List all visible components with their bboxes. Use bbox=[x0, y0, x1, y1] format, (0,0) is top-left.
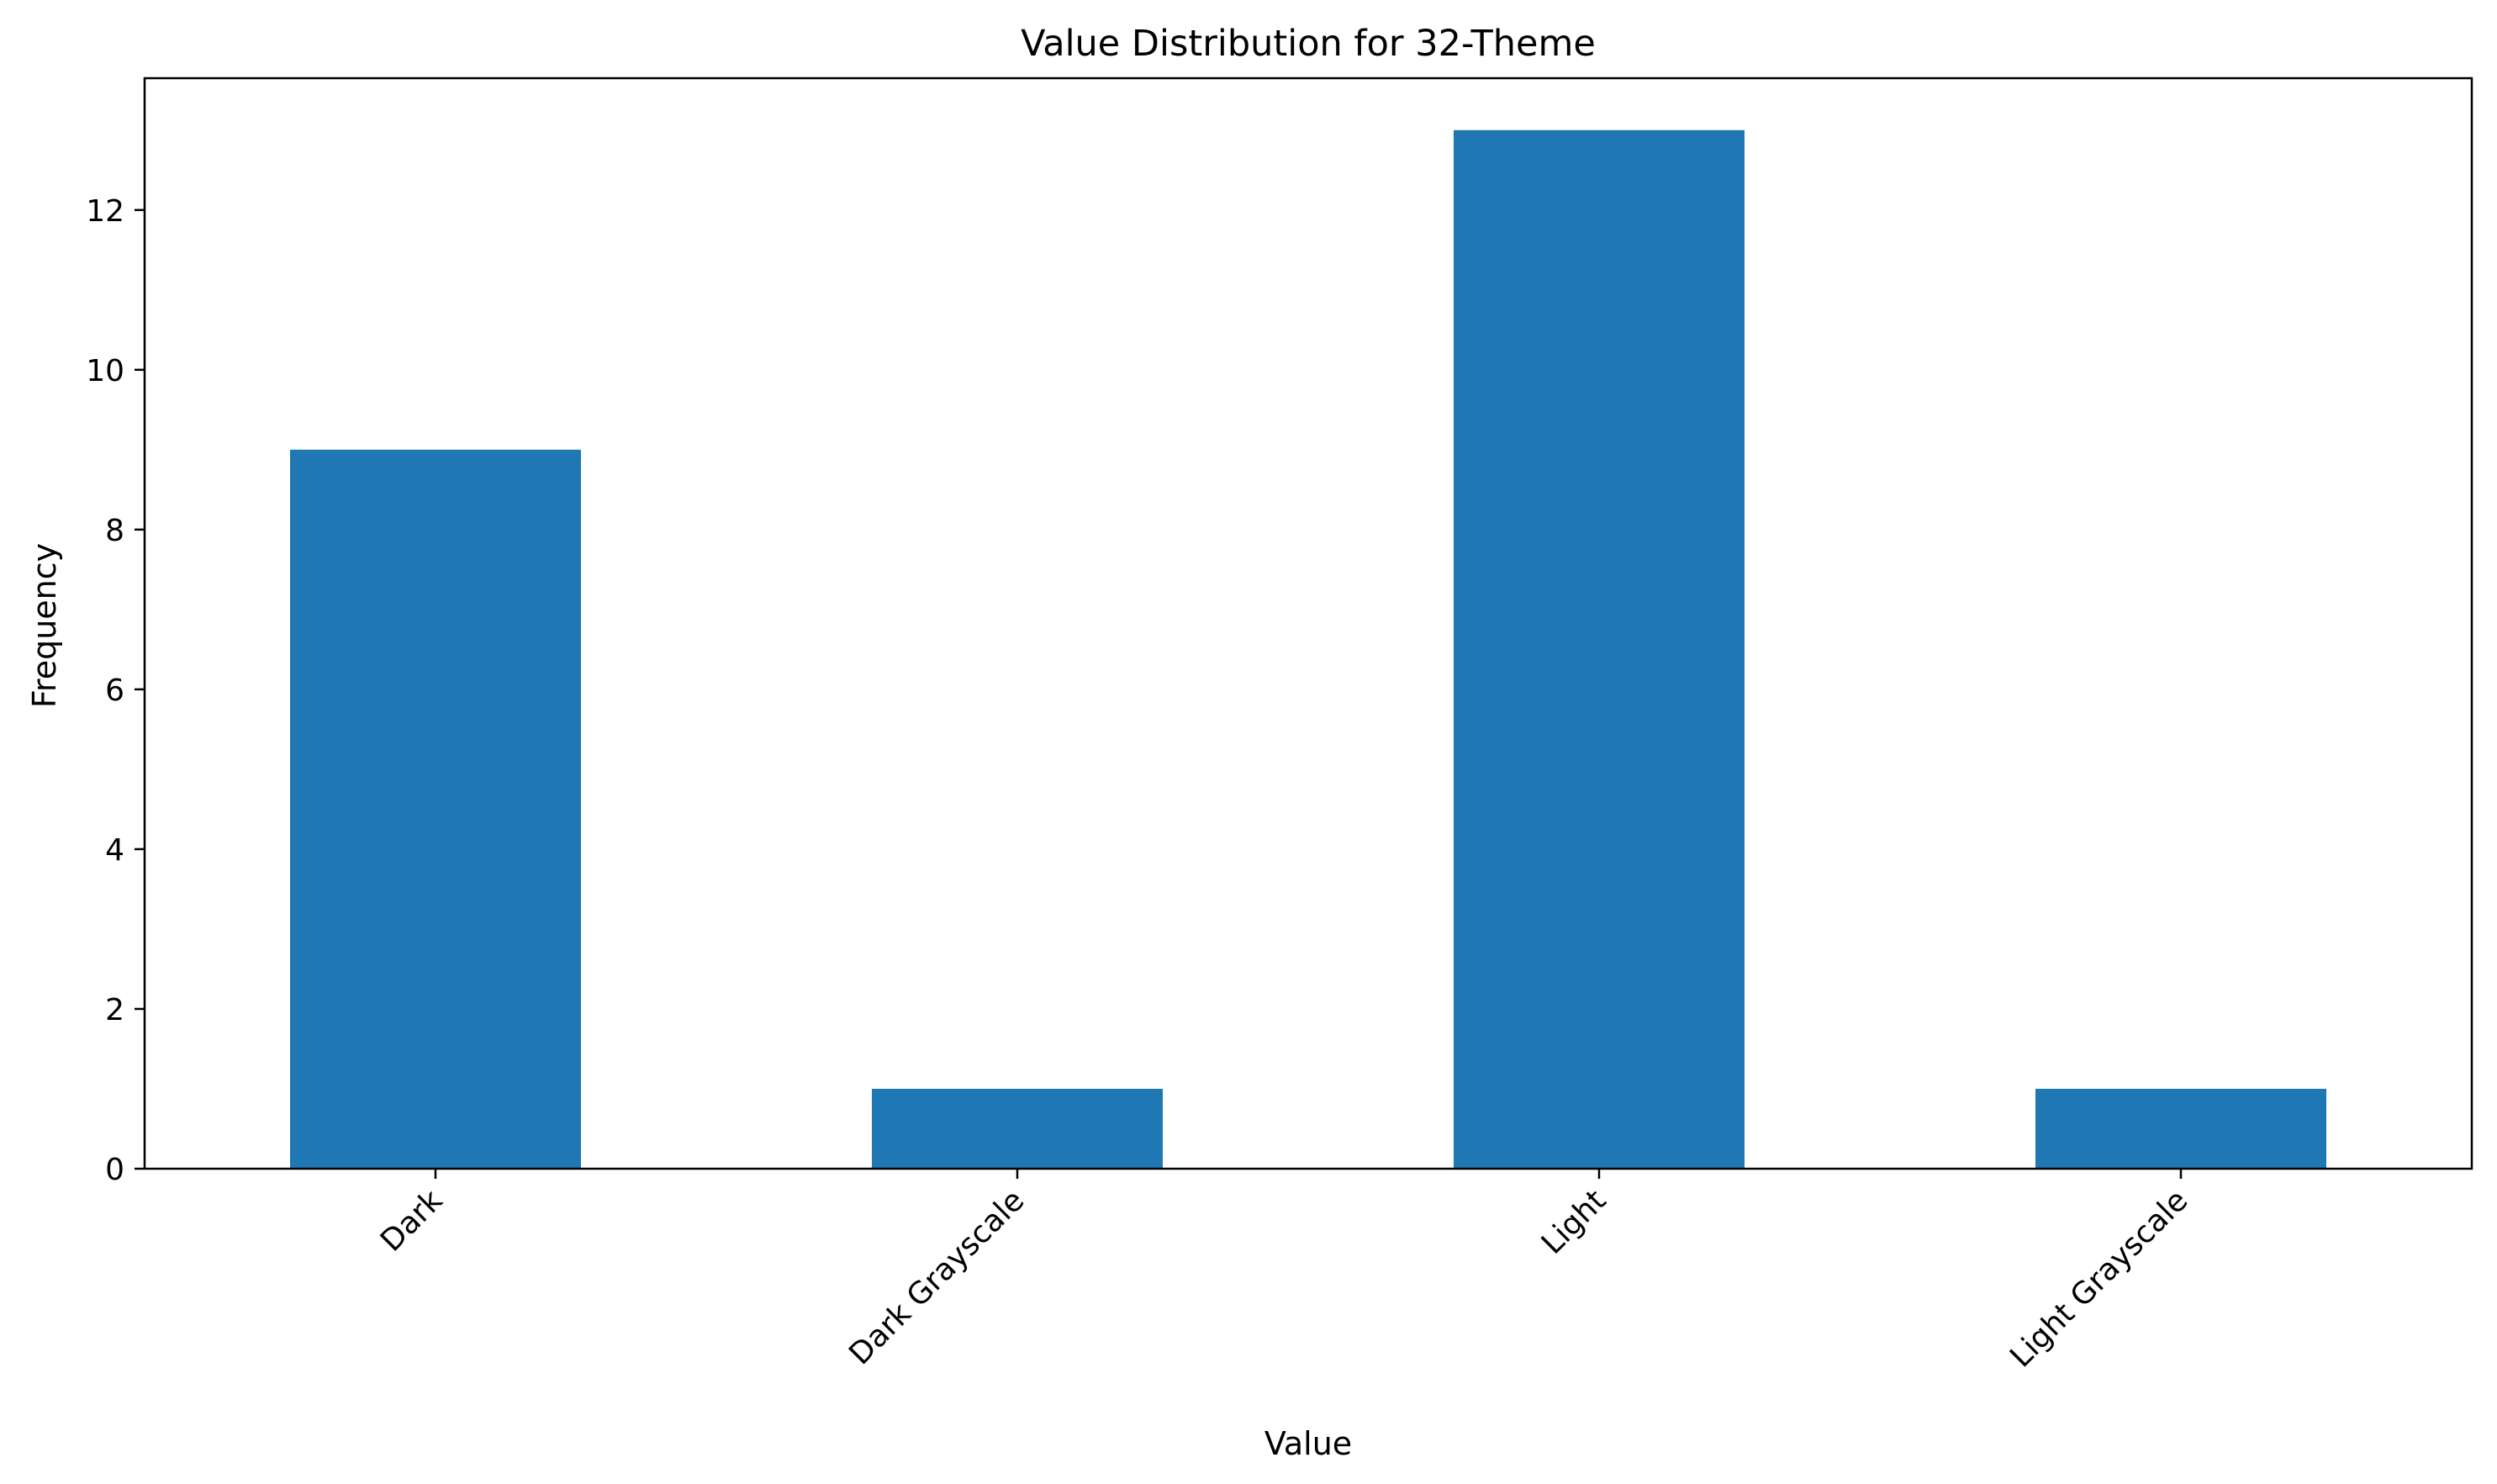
chart-title: Value Distribution for 32-Theme bbox=[1021, 23, 1596, 65]
y-axis-label: Frequency bbox=[26, 543, 63, 708]
y-tick-label: 4 bbox=[105, 833, 124, 868]
x-tick-label: Dark bbox=[374, 1183, 450, 1259]
bar-light-grayscale bbox=[2035, 1088, 2326, 1169]
y-tick-label: 2 bbox=[105, 993, 124, 1027]
y-tick-label: 6 bbox=[105, 673, 124, 708]
x-tick-label: Light bbox=[1535, 1183, 1613, 1261]
bar-dark bbox=[290, 449, 581, 1169]
y-tick-label: 8 bbox=[105, 514, 124, 548]
bar-light bbox=[1454, 129, 1745, 1169]
y-axis-ticks: 0 2 4 6 8 10 12 bbox=[86, 194, 145, 1187]
y-tick-label: 0 bbox=[105, 1153, 124, 1187]
plot-frame bbox=[143, 77, 2473, 1170]
bar-dark-grayscale bbox=[872, 1088, 1163, 1169]
x-axis-label: Value bbox=[1264, 1425, 1352, 1462]
y-tick-label: 12 bbox=[86, 194, 124, 229]
x-tick-label: Dark Grayscale bbox=[842, 1183, 1031, 1371]
x-tick-label: Light Grayscale bbox=[2003, 1183, 2194, 1374]
x-axis-ticks: Dark Dark Grayscale Light Light Grayscale bbox=[374, 1169, 2194, 1374]
bars bbox=[290, 129, 2326, 1169]
y-tick-label: 10 bbox=[86, 354, 124, 388]
